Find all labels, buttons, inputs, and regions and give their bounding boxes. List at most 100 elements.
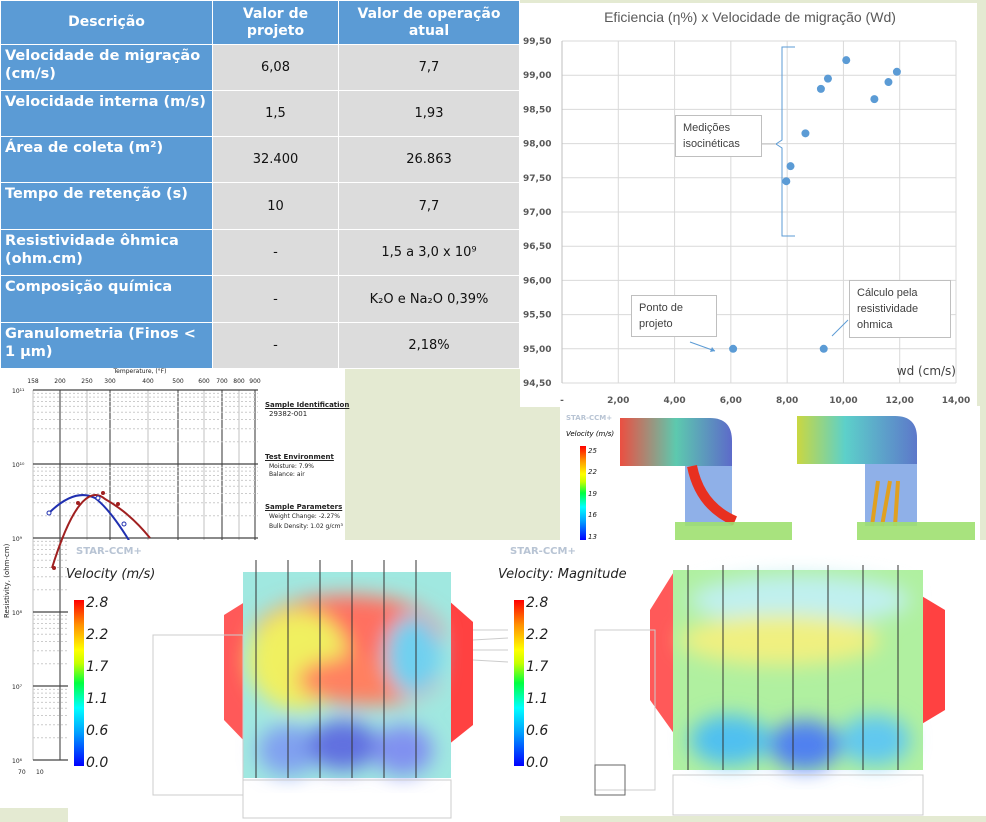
- temp-tick: 800: [233, 378, 245, 385]
- row-valor-projeto: 6,08: [212, 44, 339, 91]
- colorbar-tick: 2.8: [86, 595, 109, 611]
- row-valor-atual: 2,18%: [338, 322, 520, 369]
- y-tick-label: 97,00: [523, 208, 551, 218]
- data-point: [870, 95, 879, 104]
- temp-tick: 600: [198, 378, 210, 385]
- y-tick-label: 99,00: [523, 71, 551, 81]
- blue-point: [121, 521, 127, 527]
- row-valor-atual: 7,7: [338, 182, 520, 230]
- temp-tick: 500: [172, 378, 184, 385]
- data-point: [729, 344, 738, 353]
- x-axis-label: wd (cm/s): [897, 364, 956, 378]
- color-bar: [514, 600, 524, 766]
- duct-flow-visualization: [620, 416, 975, 540]
- colorbar-tick: 0.6: [86, 723, 109, 739]
- table-row: Área de coleta (m²) 32.400 26.863: [0, 136, 520, 183]
- data-point: [892, 67, 901, 76]
- cfd-left-panel: STAR-CCM+ Velocity (m/s) 2.8 2.2 1.7 1.1 0.6…: [66, 540, 560, 822]
- colorbar-tick: 1.7: [86, 659, 109, 675]
- annotation-ponto-projeto: Ponto de projeto: [631, 295, 717, 337]
- params-title: Sample Parameters: [265, 503, 343, 511]
- weight-change: Weight Change: -2.27%: [269, 513, 340, 520]
- red-curve: [51, 494, 151, 569]
- y-tick-label: 96,00: [523, 276, 551, 286]
- row-valor-projeto: 32.400: [212, 136, 339, 183]
- temp-tick: 400: [142, 378, 154, 385]
- row-valor-projeto: -: [212, 229, 339, 276]
- resistivity-tick: 10¹¹: [12, 388, 25, 395]
- row-valor-atual: K₂O e Na₂O 0,39%: [338, 275, 520, 323]
- blue-point: [46, 510, 52, 516]
- row-description: Tempo de retenção (s): [0, 182, 213, 230]
- colorbar-tick: 1.7: [526, 659, 549, 675]
- table-row: Tempo de retenção (s) 10 7,7: [0, 182, 520, 230]
- colorbar-tick: 19: [588, 489, 597, 498]
- row-valor-atual: 1,93: [338, 90, 520, 137]
- colorbar-tick: 0.0: [526, 755, 549, 771]
- colorbar-tick: 22: [588, 468, 597, 476]
- y-tick-label: 98,50: [523, 105, 551, 115]
- resistivity-tick: 10⁷: [12, 684, 23, 691]
- row-valor-projeto: -: [212, 275, 339, 323]
- row-description: Resistividade ôhmica (ohm.cm): [0, 229, 213, 276]
- row-valor-projeto: -: [212, 322, 339, 369]
- cfd-right-panel: STAR-CCM+ Velocity: Magnitude 2.8 2.2 1.7 1…: [498, 540, 986, 816]
- table-row: Resistividade ôhmica (ohm.cm) -1,5 a 3,0 …: [0, 229, 520, 276]
- row-description: Área de coleta (m²): [0, 136, 213, 183]
- x-tick-label: 2,00: [607, 396, 629, 406]
- precipitator-flow-left: [152, 560, 509, 819]
- x-tick-label: 10,00: [829, 396, 857, 406]
- annotation-isocinetic: Medições isocinéticas: [675, 115, 762, 157]
- resistivity-tick: 10⁸: [12, 610, 23, 617]
- sample-id-title: Sample Identification: [265, 401, 350, 409]
- temp-tick: 300: [104, 378, 116, 385]
- colorbar-tick: 13: [588, 532, 597, 541]
- red-point: [52, 566, 56, 570]
- color-bar: [74, 600, 84, 766]
- row-valor-atual: 26.863: [338, 136, 520, 183]
- star-ccm-logo: STAR-CCM+: [510, 546, 576, 557]
- temp-tick: 900: [249, 378, 261, 385]
- data-point: [823, 74, 832, 83]
- temp-tick: 250: [81, 378, 93, 385]
- star-ccm-logo: STAR-CCM+: [566, 414, 613, 422]
- header-descricao: Descrição: [0, 0, 213, 45]
- efficiency-chart-panel: Eficiencia (η%) x Velocidade de migração…: [520, 3, 977, 407]
- y-tick-label: 97,50: [523, 174, 551, 184]
- table-row: Velocidade interna (m/s) 1,5 1,93: [0, 90, 520, 137]
- row-valor-projeto: 10: [212, 182, 339, 230]
- colorbar-tick: 1.1: [86, 691, 109, 707]
- header-projeto: Valor de projeto: [212, 0, 339, 45]
- table-row: Granulometria (Finos < 1 µm) -2,18%: [0, 322, 520, 369]
- legend-title: Velocity (m/s): [566, 430, 615, 438]
- x-tick-label: 6,00: [720, 396, 742, 406]
- y-tick-label: 96,50: [523, 242, 551, 252]
- colorbar-tick: 25: [588, 446, 597, 455]
- annotation-calculo-resistividade: Cálculo pela resistividade ohmica: [849, 280, 951, 338]
- row-valor-projeto: 1,5: [212, 90, 339, 137]
- parameters-table: Descrição Valor de projeto Valor de oper…: [0, 0, 520, 369]
- colorbar-tick: 2.2: [526, 627, 549, 643]
- colorbar-tick: 0.6: [526, 723, 549, 739]
- resistivity-tick: 10¹⁰: [12, 462, 25, 469]
- row-description: Velocidade interna (m/s): [0, 90, 213, 137]
- data-point: [884, 78, 893, 87]
- annotation-arrow: [831, 319, 849, 337]
- row-description: Velocidade de migração (cm/s): [0, 44, 213, 91]
- y-tick-label: 98,00: [523, 140, 551, 150]
- red-point: [76, 501, 80, 505]
- y-tick-label: 94,50: [523, 379, 551, 389]
- colorbar-tick: 2.8: [526, 595, 549, 611]
- blue-point: [95, 495, 101, 501]
- moisture: Moisture: 7.9%: [269, 463, 314, 470]
- star-ccm-logo: STAR-CCM+: [76, 546, 142, 557]
- temperature-title: Temperature, (°F): [113, 368, 167, 375]
- cfd-duct-panel: STAR-CCM+ Velocity (m/s) 25 22 19 16 13: [560, 406, 980, 544]
- y-axis-label: Resistivity, (ohm-cm): [3, 543, 11, 618]
- sample-id: 29382-001: [269, 410, 308, 418]
- chart-title: Eficiencia (η%) x Velocidade de migração…: [604, 9, 896, 25]
- y-tick-label: 99,50: [523, 37, 551, 47]
- annotation-arrow: [689, 341, 716, 352]
- row-valor-atual: 7,7: [338, 44, 520, 91]
- precipitator-flow-right: [594, 565, 945, 816]
